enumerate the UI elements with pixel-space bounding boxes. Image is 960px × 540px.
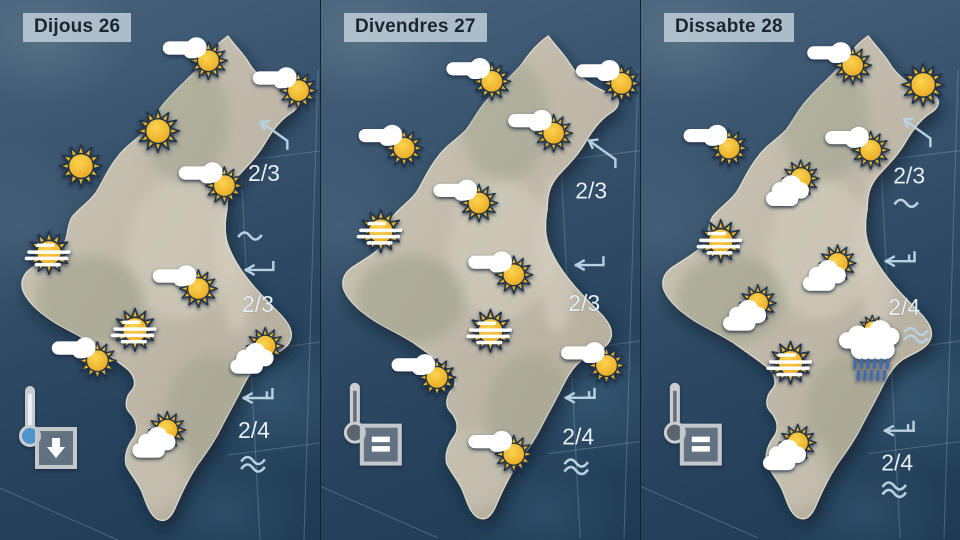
wave-icon — [240, 455, 266, 473]
wind-arrow-icon — [587, 138, 617, 169]
wind-arrow-icon — [564, 387, 596, 404]
thermometer-trend-icon — [21, 386, 76, 467]
forecast-panel-friday: 2/3 2/3 2/4 Divendres 27 — [320, 0, 640, 540]
wave-icon — [237, 231, 263, 241]
wave-icon — [893, 198, 919, 209]
region-map: 2/3 2/4 2/4 — [641, 0, 960, 538]
sea-state-label: 2/3 — [242, 291, 274, 317]
region-map: 2/3 2/3 2/4 — [0, 0, 320, 540]
day-header: Dijous 26 — [23, 13, 132, 42]
cloud-sun-icon — [359, 125, 423, 167]
sea-state-label: 2/3 — [568, 290, 600, 316]
wind-arrow-icon — [574, 256, 605, 271]
wind-arrow-icon — [883, 420, 915, 437]
sea-state-label: 2/3 — [248, 160, 280, 186]
thermometer-trend-icon — [665, 383, 719, 464]
forecast-panel-saturday: 2/3 2/4 2/4 Dissabte 28 — [640, 0, 960, 540]
wind-arrow-icon — [884, 251, 916, 267]
thermometer-trend-icon — [345, 383, 399, 464]
wind-arrow-icon — [244, 260, 275, 276]
sea-state-label: 2/4 — [562, 424, 594, 450]
sea-state-label: 2/4 — [881, 450, 913, 476]
sea-state-label: 2/3 — [893, 162, 925, 188]
day-header: Dissabte 28 — [664, 13, 794, 42]
sea-state-label: 2/4 — [888, 294, 920, 320]
sun-icon — [60, 145, 103, 188]
wave-icon — [881, 481, 907, 499]
day-label: Dijous 26 — [34, 16, 121, 37]
cloud-sun-icon — [446, 58, 510, 100]
forecast-panel-thursday: 2/3 2/3 2/4 Dijous 26 — [0, 0, 320, 540]
region-map: 2/3 2/3 2/4 — [321, 0, 640, 538]
cloud-sun-icon — [684, 125, 748, 167]
day-label: Dissabte 28 — [675, 16, 783, 37]
wind-arrow-icon — [242, 387, 274, 404]
day-header: Divendres 27 — [344, 13, 487, 42]
sea-state-label: 2/3 — [575, 177, 607, 203]
day-label: Divendres 27 — [355, 16, 476, 37]
sea-state-label: 2/4 — [238, 417, 270, 443]
